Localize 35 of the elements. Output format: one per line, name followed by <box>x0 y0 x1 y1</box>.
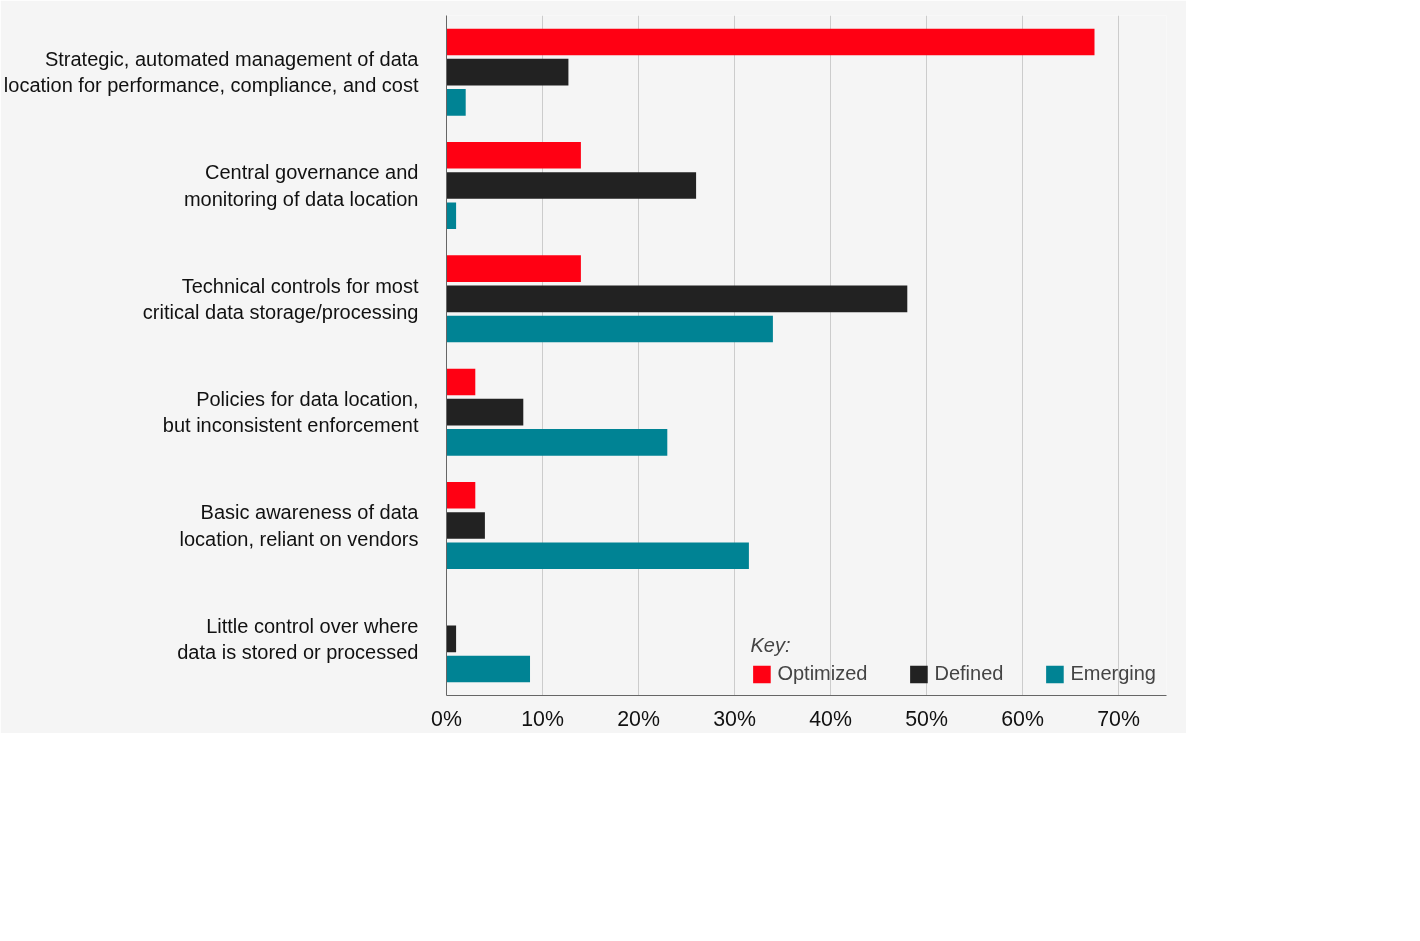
bar <box>446 512 485 539</box>
x-tick-label: 40% <box>809 706 852 731</box>
y-tick-label: Technical controls for most critical data storage/processing <box>142 274 419 324</box>
y-tick-label: Policies for data location, but inconsistent enforcement <box>162 387 419 437</box>
bar <box>446 202 457 230</box>
y-tick-label: Strategic, automated management of data location for performance, compliance, and cost <box>3 47 420 97</box>
bar <box>446 481 476 509</box>
bar <box>446 28 1095 56</box>
x-tick-label: 60% <box>1001 706 1044 731</box>
bar <box>446 58 569 86</box>
bar <box>446 625 457 653</box>
x-tick-label: 0% <box>431 706 462 731</box>
bar <box>446 315 773 343</box>
bar <box>446 172 697 199</box>
legend-title: Key: <box>750 634 792 657</box>
legend-label: Defined <box>934 662 1004 685</box>
bar <box>446 542 749 570</box>
y-tick-label: Little control over where data is stored or processed <box>177 614 419 664</box>
x-tick-label: 20% <box>617 706 660 731</box>
bar <box>446 368 476 396</box>
bar <box>446 255 581 282</box>
bar <box>446 655 531 683</box>
legend-label: Optimized <box>777 662 868 685</box>
bar <box>446 141 581 169</box>
x-tick-label: 10% <box>521 706 564 731</box>
x-tick-label: 70% <box>1097 706 1140 731</box>
y-tick-label: Central governance and monitoring of data location <box>183 161 419 210</box>
x-tick-label: 50% <box>905 706 948 731</box>
x-tick-label: 30% <box>713 706 756 731</box>
bar <box>446 285 908 313</box>
bar <box>446 89 466 116</box>
bar <box>446 398 524 426</box>
bar <box>446 429 668 456</box>
legend-label: Emerging <box>1070 662 1156 685</box>
y-tick-label: Basic awareness of data location, reliant on vendors <box>179 501 420 550</box>
